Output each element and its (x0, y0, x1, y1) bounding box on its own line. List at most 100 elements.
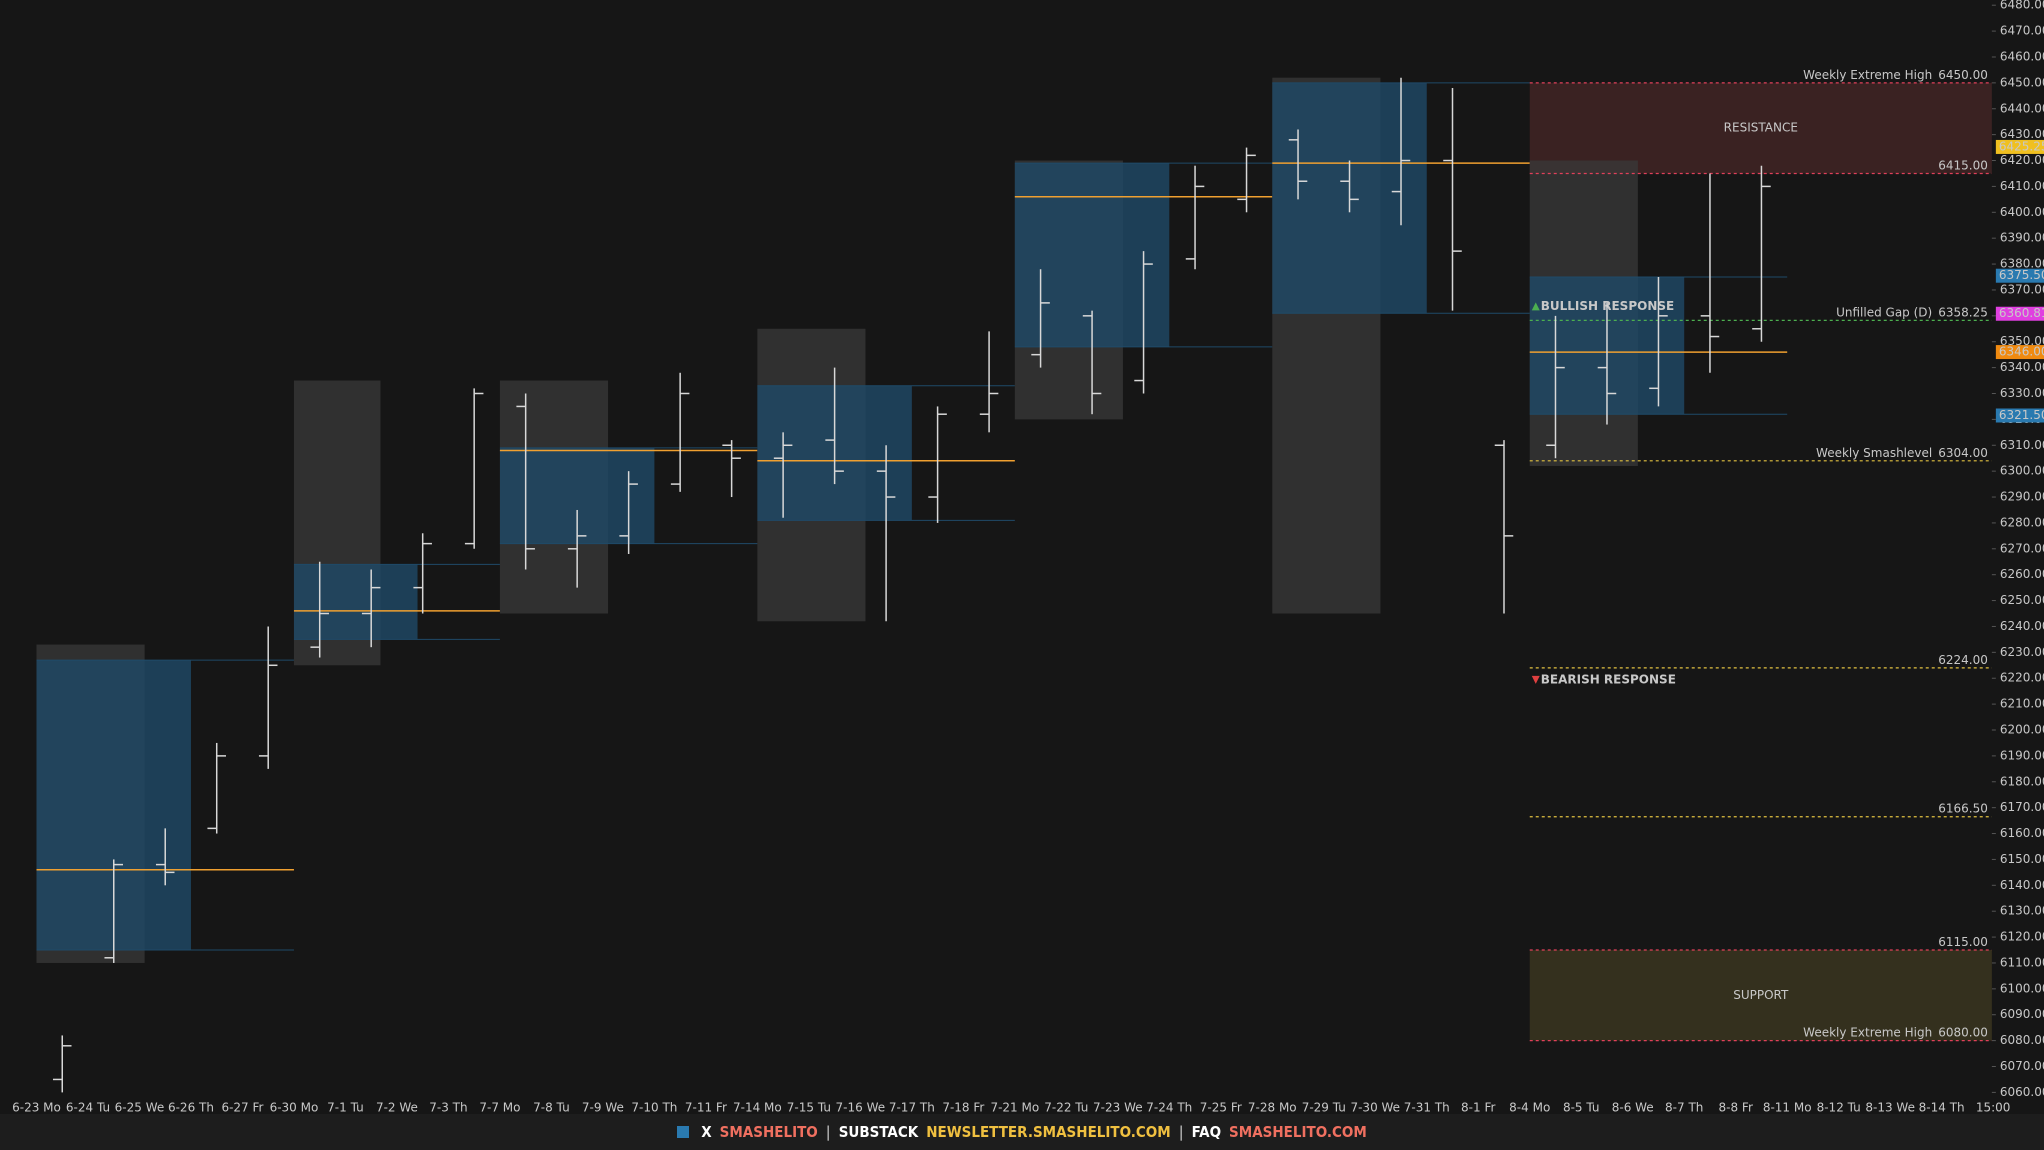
level-label: 6166.50 (1938, 801, 1988, 815)
x-tick-label: 8-14 Th (1919, 1101, 1965, 1115)
y-tick-label: 6280.00 (2000, 515, 2044, 529)
level-value: 6166.50 (1938, 801, 1988, 815)
x-tick-label: 7-31 Th (1404, 1101, 1450, 1115)
x-tick-label: 8-5 Tu (1563, 1101, 1600, 1115)
y-tick-label: 6270.00 (2000, 541, 2044, 555)
y-tick-label: 6460.00 (2000, 49, 2044, 63)
x-tick-label: 8-12 Tu (1817, 1101, 1861, 1115)
level-value: 6450.00 (1938, 67, 1988, 81)
y-tick-label: 6450.00 (2000, 75, 2044, 89)
y-tick-label: 6250.00 (2000, 593, 2044, 607)
level-value: 6358.25 (1938, 305, 1988, 319)
y-tick-label: 6310.00 (2000, 438, 2044, 452)
level-label: 6224.00 (1938, 652, 1988, 666)
price-badge-label: 6346.00 (1999, 345, 2044, 359)
y-tick-label: 6390.00 (2000, 231, 2044, 245)
level-name: Weekly Extreme High (1803, 1025, 1932, 1039)
x-tick-label: 7-29 Tu (1302, 1101, 1346, 1115)
x-tick-label: 8-6 We (1612, 1101, 1654, 1115)
level-value: 6115.00 (1938, 935, 1988, 949)
level-value: 6224.00 (1938, 652, 1988, 666)
x-tick-label: 7-24 Th (1146, 1101, 1192, 1115)
y-tick-label: 6180.00 (2000, 774, 2044, 788)
y-tick-label: 6350.00 (2000, 334, 2044, 348)
y-tick-label: 6090.00 (2000, 1007, 2044, 1021)
level-label: 6415.00 (1938, 158, 1988, 172)
y-tick-label: 6060.00 (2000, 1085, 2044, 1099)
x-tick-label: 7-30 We (1350, 1101, 1400, 1115)
level-name: Unfilled Gap (D) (1836, 305, 1932, 319)
y-tick-label: 6190.00 (2000, 748, 2044, 762)
level-value: 6304.00 (1938, 445, 1988, 459)
y-tick-label: 6290.00 (2000, 490, 2044, 504)
x-tick-label: 7-14 Mo (733, 1101, 782, 1115)
x-tick-label: 7-23 We (1093, 1101, 1143, 1115)
x-tick-label: 7-3 Th (429, 1101, 467, 1115)
x-tick-label: 6-26 Th (168, 1101, 214, 1115)
y-tick-label: 6430.00 (2000, 127, 2044, 141)
x-tick-label: 6-30 Mo (270, 1101, 319, 1115)
x-tick-label: 7-11 Fr (685, 1101, 727, 1115)
y-tick-label: 6100.00 (2000, 981, 2044, 995)
x-tick-label: 7-8 Tu (533, 1101, 570, 1115)
y-tick-label: 6330.00 (2000, 386, 2044, 400)
footer-text: NEWSLETTER.SMASHELITO.COM (926, 1123, 1171, 1141)
y-tick-label: 6150.00 (2000, 852, 2044, 866)
price-badge-label: 6425.25 (1999, 139, 2044, 153)
x-tick-label: 6-23 Mo (12, 1101, 61, 1115)
level-name: Weekly Smashlevel (1816, 445, 1932, 459)
price-badge (1995, 268, 2044, 283)
level-label: 6115.00 (1938, 935, 1988, 949)
x-tick-label: 7-2 We (376, 1101, 418, 1115)
y-tick-label: 6130.00 (2000, 904, 2044, 918)
price-badge-label: 6321.50 (1999, 408, 2044, 422)
x-tick-label: 7-9 We (582, 1101, 624, 1115)
level-label: Weekly Smashlevel 6304.00 (1816, 445, 1988, 459)
footer: X SMASHELITO | SUBSTACK NEWSLETTER.SMASHELIT… (0, 1114, 2044, 1150)
y-tick-label: 6400.00 (2000, 205, 2044, 219)
icon (677, 1126, 690, 1138)
y-tick-label: 6480.00 (2000, 0, 2044, 12)
chart: 6060.00 6070.00 6080.00 6090.00 6100.00 6110.… (12, 0, 2044, 1115)
y-tick-label: 6440.00 (2000, 101, 2044, 115)
y-tick-label: 6260.00 (2000, 567, 2044, 581)
price-badge (1995, 345, 2044, 360)
x-tick-label: 6-24 Tu (66, 1101, 110, 1115)
zone (1529, 82, 1992, 174)
y-tick-label: 6080.00 (2000, 1033, 2044, 1047)
x-tick-label: 7-18 Fr (942, 1101, 984, 1115)
y-tick-label: 6200.00 (2000, 723, 2044, 737)
level-value: 6080.00 (1938, 1025, 1988, 1039)
y-tick-label: 6070.00 (2000, 1059, 2044, 1073)
y-tick-label: 6470.00 (2000, 24, 2044, 38)
footer-text: SMASHELITO.COM (1229, 1123, 1367, 1141)
x-tick-label: 7-21 Mo (990, 1101, 1039, 1115)
x-tick-label: 8-11 Mo (1763, 1101, 1812, 1115)
footer-text: X (701, 1123, 712, 1141)
footer-text: SUBSTACK (838, 1123, 919, 1141)
x-tick-label: 8-7 Th (1665, 1101, 1703, 1115)
price-badge (1995, 408, 2044, 423)
x-tick-label: 7-10 Th (631, 1101, 677, 1115)
level-label: Unfilled Gap (D) 6358.25 (1836, 305, 1988, 319)
x-tick-label: 6-25 We (115, 1101, 165, 1115)
price-badge-label: 6375.50 (1999, 268, 2044, 282)
y-tick-label: 6240.00 (2000, 619, 2044, 633)
zone-label: RESISTANCE (1724, 121, 1798, 135)
footer-text: | (1178, 1123, 1184, 1141)
zone-label: SUPPORT (1733, 988, 1789, 1002)
y-tick-label: 6340.00 (2000, 360, 2044, 374)
level-label: Weekly Extreme High 6450.00 (1803, 67, 1988, 81)
y-tick-label: 6230.00 (2000, 645, 2044, 659)
y-tick-label: 6380.00 (2000, 257, 2044, 271)
level-name: Weekly Extreme High (1803, 67, 1932, 81)
x-tick-label: 7-25 Fr (1200, 1101, 1242, 1115)
y-tick-label: 6370.00 (2000, 282, 2044, 296)
x-tick-label: 7-16 We (836, 1101, 886, 1115)
response-arrow (1531, 302, 1540, 311)
y-tick-label: 6120.00 (2000, 930, 2044, 944)
response-label: BEARISH RESPONSE (1541, 672, 1676, 686)
price-badge (1995, 306, 2044, 321)
footer-text: FAQ (1191, 1123, 1222, 1141)
